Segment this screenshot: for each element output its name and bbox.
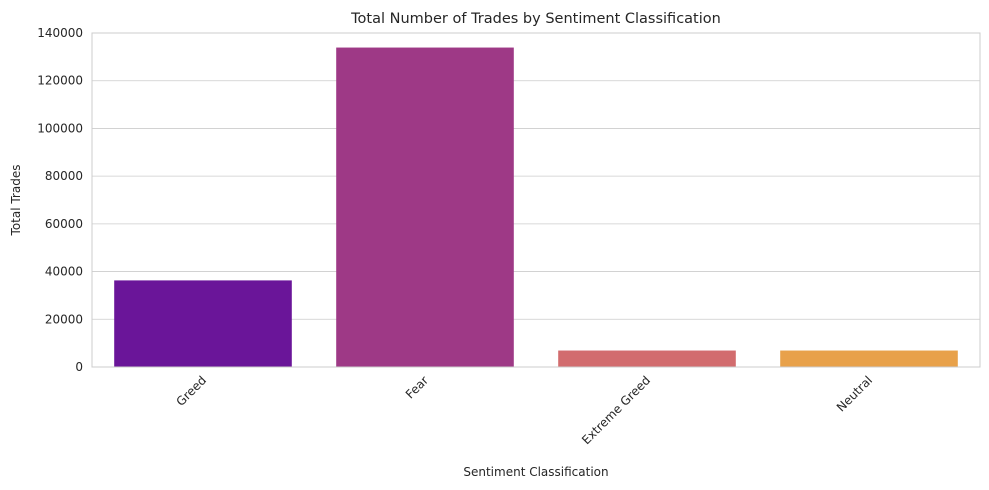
x-tick-label: Extreme Greed — [579, 373, 653, 447]
y-tick-label: 20000 — [45, 312, 83, 326]
plot-frame — [91, 32, 981, 368]
x-tick-label: Neutral — [834, 373, 875, 414]
y-tick-label: 140000 — [37, 26, 83, 40]
y-tick-label: 40000 — [45, 265, 83, 279]
x-axis-title: Sentiment Classification — [463, 465, 608, 479]
x-tick-label: Greed — [174, 373, 210, 409]
chart-title: Total Number of Trades by Sentiment Clas… — [350, 11, 721, 27]
y-tick-label: 80000 — [45, 169, 83, 183]
y-tick-label: 60000 — [45, 217, 83, 231]
y-axis-title: Total Trades — [9, 165, 23, 237]
bar-greed — [114, 280, 292, 367]
bar-fear — [336, 47, 514, 367]
bar-neutral — [780, 350, 958, 367]
bars — [114, 47, 958, 367]
y-tick-labels: 0 20000 40000 60000 80000 100000 120000 140000 — [37, 26, 83, 374]
bar-extreme-greed — [558, 350, 736, 367]
y-tick-label: 120000 — [37, 74, 83, 88]
y-tick-label: 100000 — [37, 121, 83, 135]
x-tick-labels: Greed Fear Extreme Greed Neutral — [174, 373, 876, 447]
x-tick-label: Fear — [403, 373, 431, 401]
y-tick-label: 0 — [75, 360, 83, 374]
